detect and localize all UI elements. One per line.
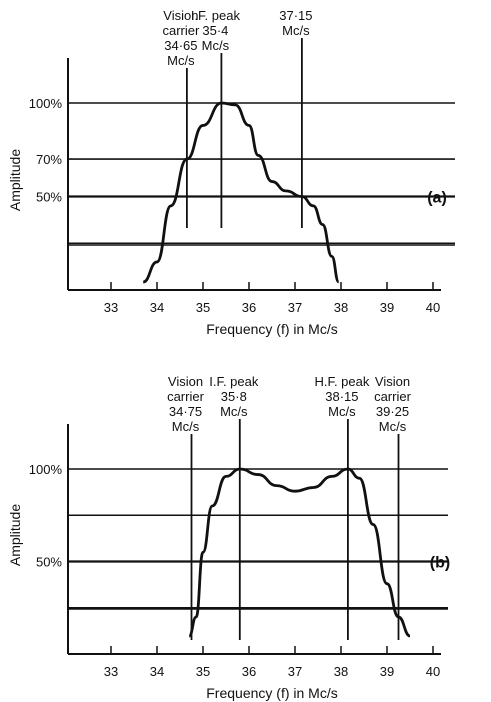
x-tick-label: 35 xyxy=(196,300,210,315)
x-tick-label: 33 xyxy=(104,664,118,679)
marker-label: H.F. peak xyxy=(314,374,369,389)
y-tick-label: 50% xyxy=(36,190,62,205)
marker-label: 38·15 xyxy=(325,389,358,404)
marker-label: carrier xyxy=(374,389,412,404)
y-tick-label: 100% xyxy=(29,96,63,111)
marker-label: Mc/s xyxy=(167,53,195,68)
marker-label: Mc/s xyxy=(202,38,230,53)
marker-label: 34·75 xyxy=(169,404,202,419)
marker-label: Vision xyxy=(168,374,203,389)
marker-label: 35·4 xyxy=(202,23,228,38)
y-axis-title: Amplitude xyxy=(7,504,23,566)
marker-label: 35·8 xyxy=(221,389,247,404)
x-tick-label: 37 xyxy=(288,664,302,679)
x-tick-label: 35 xyxy=(196,664,210,679)
marker-label: I.F. peak xyxy=(191,8,241,23)
response-curve xyxy=(188,467,411,638)
marker-label: Mc/s xyxy=(328,404,356,419)
x-axis-title: Frequency (f) in Mc/s xyxy=(206,685,337,701)
chart-a: 33 34 35 36 37 38 39 40 100% 70% 50% Frequency (f) … xyxy=(7,8,455,337)
y-tick-label: 100% xyxy=(29,462,63,477)
x-tick-label: 36 xyxy=(242,300,256,315)
y-tick-label: 70% xyxy=(36,152,62,167)
x-axis-title: Frequency (f) in Mc/s xyxy=(206,321,337,337)
x-tick-label: 38 xyxy=(334,300,348,315)
marker-label: Vision xyxy=(375,374,410,389)
x-tick-label: 36 xyxy=(242,664,256,679)
marker-label: Mc/s xyxy=(282,23,310,38)
marker-label: 34·65 xyxy=(164,38,197,53)
marker-label: Mc/s xyxy=(379,419,407,434)
x-tick-label: 33 xyxy=(104,300,118,315)
marker-label: carrier xyxy=(167,389,205,404)
x-tick-label: 39 xyxy=(380,664,394,679)
y-axis-title: Amplitude xyxy=(7,149,23,211)
marker-label: 39·25 xyxy=(376,404,409,419)
chart-b: 33 34 35 36 37 38 39 40 100% 50% Frequency (f) in … xyxy=(7,374,450,701)
marker-label: Mc/s xyxy=(172,419,200,434)
x-tick-label: 34 xyxy=(150,300,164,315)
x-tick-label: 38 xyxy=(334,664,348,679)
panel-label: (a) xyxy=(427,190,447,207)
marker-label: Mc/s xyxy=(220,404,248,419)
marker-label: carrier xyxy=(162,23,200,38)
marker-label: I.F. peak xyxy=(209,374,259,389)
marker-label: 37·15 xyxy=(279,8,312,23)
marker-label: Vision xyxy=(163,8,198,23)
x-tick-label: 34 xyxy=(150,664,164,679)
panel-label: (b) xyxy=(430,555,450,572)
response-curve xyxy=(142,101,341,284)
x-tick-label: 40 xyxy=(426,664,440,679)
x-tick-label: 40 xyxy=(426,300,440,315)
x-tick-label: 37 xyxy=(288,300,302,315)
x-tick-label: 39 xyxy=(380,300,394,315)
y-tick-label: 50% xyxy=(36,555,62,570)
